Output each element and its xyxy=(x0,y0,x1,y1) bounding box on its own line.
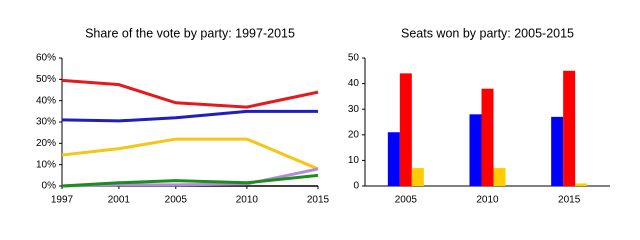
x-tick-label: 2010 xyxy=(476,195,499,206)
x-tick-label: 2005 xyxy=(395,195,418,206)
chart-title: Share of the vote by party: 1997-2015 xyxy=(85,26,295,40)
y-tick-label: 0% xyxy=(42,181,57,192)
bar xyxy=(481,88,494,186)
y-tick-label: 60% xyxy=(36,53,56,64)
y-tick-label: 20 xyxy=(348,129,360,140)
chart-title: Seats won by party: 2005-2015 xyxy=(401,26,574,40)
bar xyxy=(399,73,412,186)
bar xyxy=(411,168,424,186)
x-tick-label: 2005 xyxy=(165,195,188,206)
charts: Share of the vote by party: 1997-2015 0% 1… xyxy=(36,26,610,206)
line-series xyxy=(61,173,319,188)
bar xyxy=(469,114,482,186)
line-series xyxy=(61,78,319,109)
y-tick-label: 20% xyxy=(36,138,56,149)
y-tick-label: 0 xyxy=(353,181,359,192)
line-series xyxy=(61,137,319,171)
y-tick-label: 50% xyxy=(36,74,56,85)
x-tick-label: 1997 xyxy=(51,195,74,206)
y-tick-label: 10 xyxy=(348,155,360,166)
y-tick-label: 40 xyxy=(348,78,360,89)
y-tick-label: 30 xyxy=(348,104,360,115)
y-tick-label: 30% xyxy=(36,117,56,128)
bar xyxy=(493,168,506,186)
y-tick-label: 50 xyxy=(348,53,360,64)
x-tick-label: 2001 xyxy=(108,195,131,206)
bar xyxy=(575,183,588,186)
line-series xyxy=(61,109,318,123)
y-tick-label: 10% xyxy=(36,159,56,170)
x-tick-label: 2015 xyxy=(558,195,581,206)
y-tick-label: 40% xyxy=(36,95,56,106)
x-tick-label: 2010 xyxy=(236,195,259,206)
bar xyxy=(551,116,564,186)
x-tick-label: 2015 xyxy=(307,195,330,206)
bar xyxy=(387,132,400,186)
bar xyxy=(563,70,576,186)
